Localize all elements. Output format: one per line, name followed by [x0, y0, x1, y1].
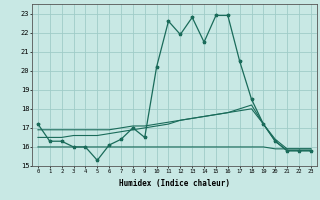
- X-axis label: Humidex (Indice chaleur): Humidex (Indice chaleur): [119, 179, 230, 188]
